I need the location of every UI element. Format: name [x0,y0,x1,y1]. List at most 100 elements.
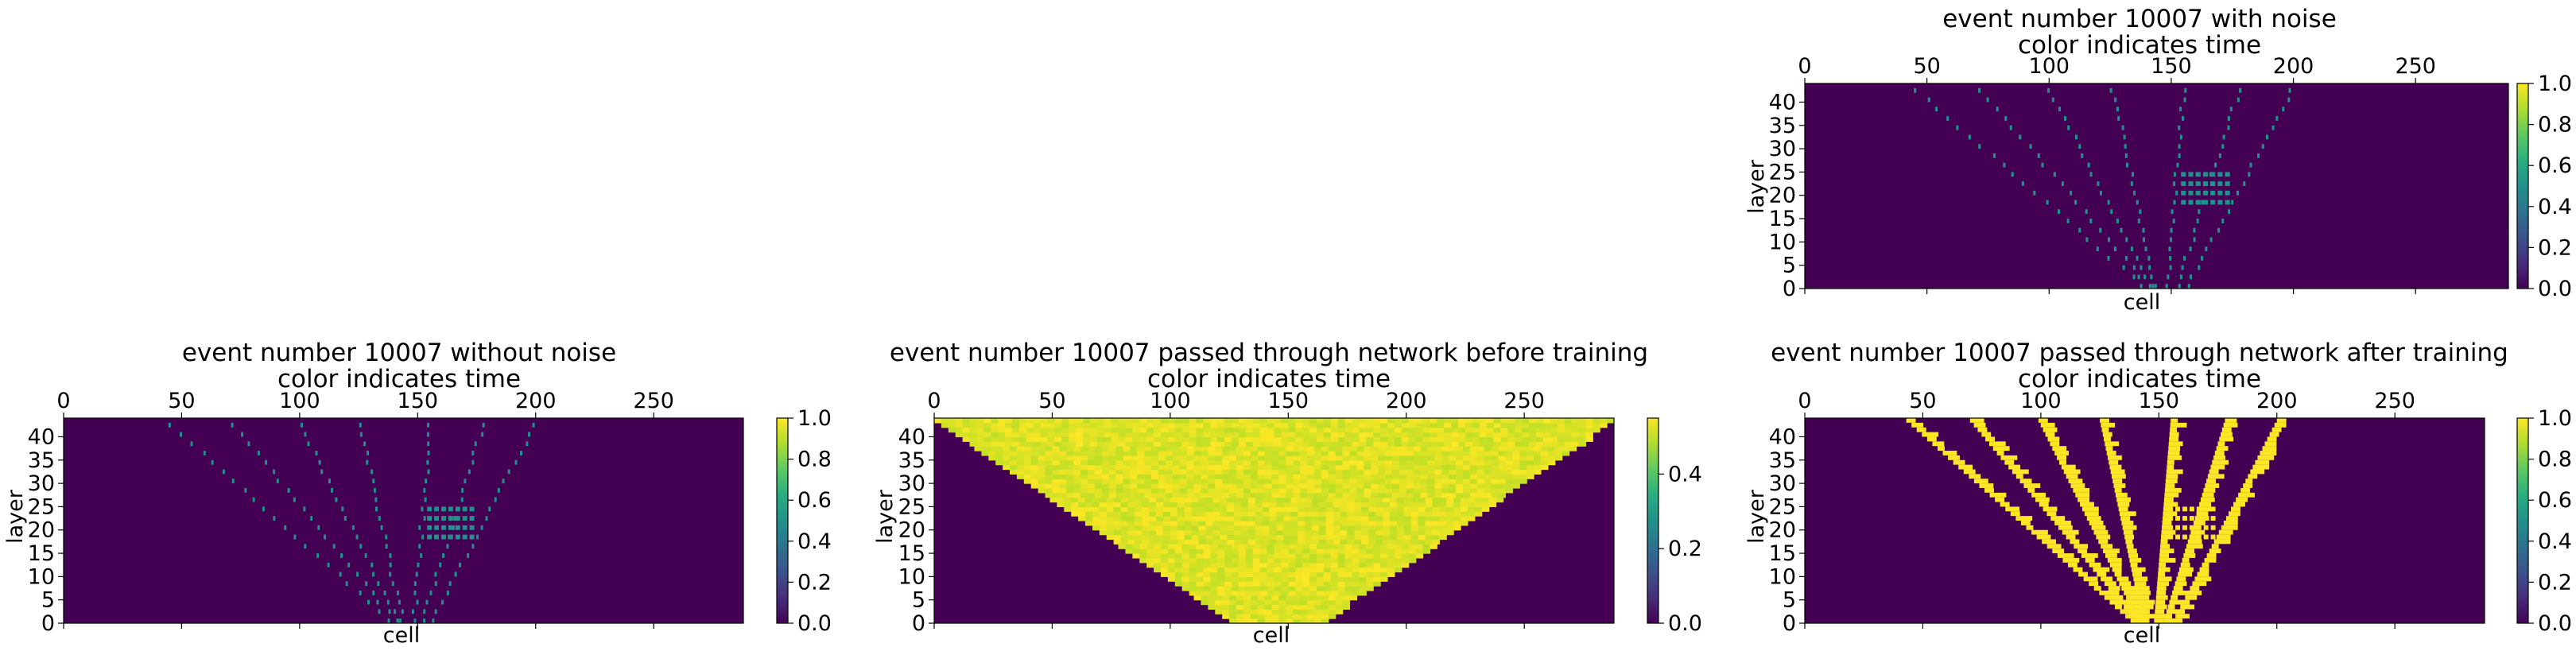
heatmap-cell [969,427,978,433]
heatmap-cell [1449,487,1457,494]
heatmap-cell [2113,483,2126,488]
heatmap-cell [1259,432,1268,438]
heatmap-cell [1394,432,1402,438]
heatmap-cell [2172,219,2175,223]
heatmap-cell [2105,553,2117,558]
y-tick-label: 15 [1769,207,1796,231]
heatmap-cell [1515,441,1523,447]
heatmap-cell [1224,432,1232,438]
heatmap-cell [1385,483,1393,489]
heatmap-cell [1427,451,1435,456]
heatmap-cell [1016,464,1025,471]
heatmap-cell [1154,553,1162,559]
heatmap-cell [1069,422,1077,428]
heatmap-cell [1080,479,1088,484]
heatmap-cell [1472,432,1480,438]
heatmap-cell [1321,483,1329,489]
heatmap-cell [1461,502,1468,508]
heatmap-cell [1505,446,1513,452]
heatmap-cell [1245,422,1254,428]
heatmap-cell [1300,474,1308,479]
heatmap-cell [1005,427,1013,433]
heatmap-cell [1340,516,1348,521]
heatmap-cell [1337,432,1346,438]
heatmap-cell [2089,581,2099,587]
heatmap-cell [2169,237,2173,242]
heatmap-cell [1578,427,1586,433]
heatmap-cell [1252,553,1261,559]
heatmap-cell [1281,567,1289,573]
heatmap-cell [1344,553,1353,559]
heatmap-cell [1321,459,1329,466]
heatmap-cell [1076,432,1084,438]
heatmap-cell [1087,483,1096,489]
heatmap-cell [1210,441,1218,447]
heatmap-cell [1578,432,1586,438]
heatmap-cell [367,599,370,605]
heatmap-cell [1418,521,1426,526]
heatmap-cell [1278,446,1286,452]
heatmap-cell [1115,446,1124,452]
heatmap-cell [2170,422,2187,428]
heatmap-cell [1264,487,1273,494]
heatmap-cell [1156,497,1164,503]
heatmap-cell [1373,422,1381,428]
y-tick-label: 35 [898,448,925,473]
heatmap-cell [1234,521,1242,526]
heatmap-cell [1252,586,1261,591]
heatmap-cell [1099,521,1108,526]
heatmap-cell [1264,464,1273,471]
heatmap-cell [1288,553,1296,559]
heatmap-cell [462,534,467,540]
heatmap-cell [1243,595,1251,601]
heatmap-cell [190,441,193,447]
heatmap-cell [2157,576,2172,582]
heatmap-cell [520,451,522,455]
heatmap-cell [1144,455,1152,461]
heatmap-cell [1318,534,1327,541]
heatmap-cell [2128,553,2139,558]
heatmap-cell [1522,436,1530,442]
heatmap-cell [1123,487,1131,494]
heatmap-cell [1278,464,1286,471]
heatmap-cell [1391,455,1400,461]
y-tick-label: 20 [1769,518,1796,543]
heatmap-cell [1052,455,1060,461]
heatmap-cell [1243,487,1251,494]
heatmap-cell [372,590,375,595]
heatmap-cell [976,422,984,428]
heatmap-cell [1295,572,1303,577]
heatmap-cell [1356,492,1364,498]
heatmap-cell [2194,576,2212,582]
heatmap-cell [1300,479,1308,484]
heatmap-cell [1340,534,1348,541]
heatmap-cell [1255,506,1263,512]
heatmap-cell [1321,604,1329,610]
heatmap-cell [1439,511,1447,517]
heatmap-cell [1179,446,1188,452]
heatmap-cell [2116,497,2132,502]
heatmap-cell [1189,422,1197,428]
heatmap-cell [1380,418,1388,424]
heatmap-cell [1165,451,1174,456]
heatmap-cell [434,534,440,540]
y-tick-label: 5 [1783,254,1796,278]
heatmap-cell [2121,521,2134,525]
heatmap-cell [1066,455,1074,461]
heatmap-cell [1262,521,1271,526]
heatmap-cell [2204,557,2217,563]
heatmap-cell [1479,427,1488,433]
heatmap-cell [1313,474,1322,479]
heatmap-cell [1342,599,1351,606]
heatmap-cell [1283,516,1291,521]
heatmap-cell [1493,436,1502,442]
heatmap-cell [1366,576,1374,582]
heatmap-cell [1298,529,1305,536]
heatmap-cell [1016,455,1025,461]
heatmap-cell [1243,609,1251,614]
heatmap-cell [1094,459,1103,466]
heatmap-cell [1498,459,1507,466]
heatmap-cell [1101,451,1110,456]
heatmap-cell [1167,567,1176,573]
heatmap-cell [2073,567,2083,572]
